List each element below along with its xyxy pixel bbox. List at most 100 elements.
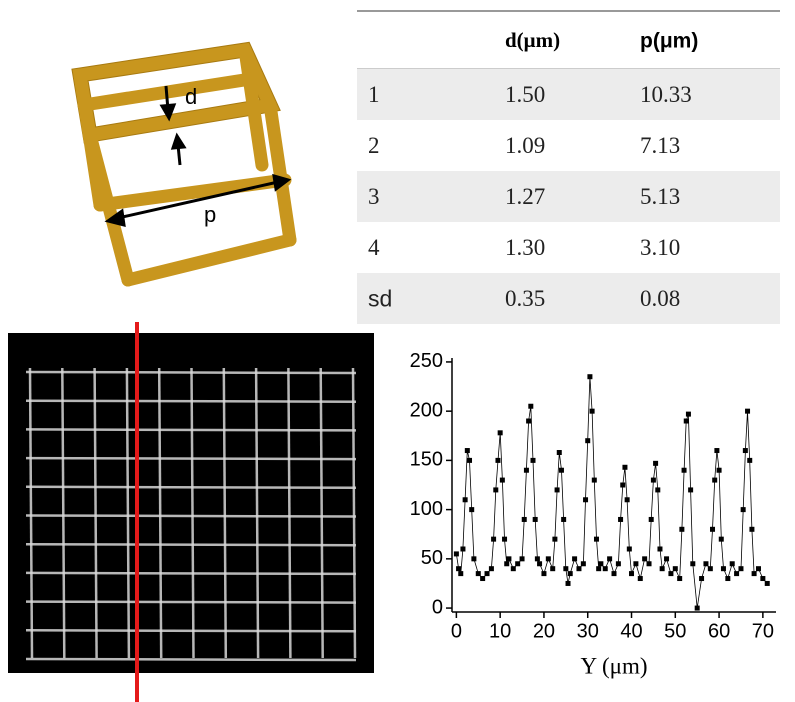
point <box>464 448 470 454</box>
point <box>602 566 608 572</box>
cell: 3 <box>368 184 380 209</box>
point <box>475 571 481 577</box>
cell: 0.35 <box>505 286 545 311</box>
point <box>534 556 540 562</box>
point <box>742 448 748 454</box>
point <box>528 403 534 409</box>
grid-fiber <box>222 367 228 659</box>
point <box>677 576 683 582</box>
point <box>718 536 724 542</box>
header-cell: d(μm) <box>505 28 560 52</box>
grid-fiber <box>61 367 66 659</box>
point <box>561 516 567 522</box>
p-label: p <box>204 202 216 227</box>
point <box>526 418 532 424</box>
point <box>458 571 464 577</box>
point <box>629 571 635 577</box>
point <box>710 526 716 532</box>
point <box>460 546 466 552</box>
point <box>745 408 751 414</box>
point <box>642 556 648 562</box>
point <box>620 482 626 488</box>
point <box>664 556 670 562</box>
point <box>703 561 709 567</box>
cell: 1.27 <box>505 184 545 209</box>
point <box>734 571 740 577</box>
point <box>462 497 468 503</box>
point <box>598 561 604 567</box>
cell: 1.50 <box>505 82 545 107</box>
point <box>499 477 505 483</box>
point <box>650 477 656 483</box>
row-band <box>357 171 780 222</box>
point <box>495 457 501 463</box>
point <box>523 467 529 473</box>
table: d(μm) p(μm) 1 1.50 10.33 2 1.09 7.13 3 1.27 5.13 4 1… <box>357 10 780 324</box>
point <box>567 571 573 577</box>
point <box>471 556 477 562</box>
point <box>554 487 560 493</box>
cell: 3.10 <box>640 235 680 260</box>
point <box>521 516 527 522</box>
point <box>587 374 593 380</box>
point <box>655 487 661 493</box>
point <box>738 566 744 572</box>
cell: 1.30 <box>505 235 545 260</box>
point <box>541 571 547 577</box>
x-tick-label: 0 <box>451 620 462 642</box>
point <box>624 497 630 503</box>
point <box>563 566 569 572</box>
point <box>467 457 473 463</box>
y-tick-label: 200 <box>410 399 443 421</box>
cell: 0.08 <box>640 286 680 311</box>
point <box>480 576 486 582</box>
point <box>699 576 705 582</box>
grid-fiber <box>319 367 324 659</box>
point <box>469 507 475 513</box>
point <box>760 576 766 582</box>
cell: 1 <box>368 82 380 107</box>
grid-fiber <box>125 367 131 659</box>
cell: 2 <box>368 133 380 158</box>
x-tick-label: 20 <box>533 620 555 642</box>
point <box>519 556 525 562</box>
point <box>493 487 499 493</box>
point <box>552 536 558 542</box>
header-cell: p(μm) <box>640 30 698 53</box>
point <box>532 516 538 522</box>
point <box>646 561 652 567</box>
grid-fiber <box>25 514 357 518</box>
point <box>497 430 503 436</box>
point <box>668 571 674 577</box>
point <box>565 580 571 586</box>
point <box>648 516 654 522</box>
point <box>679 526 685 532</box>
point <box>707 566 713 572</box>
x-tick-label: 70 <box>752 620 774 642</box>
point <box>607 556 613 562</box>
point <box>747 457 753 463</box>
point <box>558 467 564 473</box>
point <box>615 561 621 567</box>
point <box>585 438 591 444</box>
grid-fiber <box>28 367 34 659</box>
point <box>633 561 639 567</box>
point <box>510 566 516 572</box>
point <box>589 408 595 414</box>
point <box>591 477 597 483</box>
grid-fiber <box>25 657 357 662</box>
point <box>484 571 490 577</box>
point <box>488 566 494 572</box>
point <box>659 566 665 572</box>
point <box>716 467 722 473</box>
grid-fiber <box>254 367 260 659</box>
point <box>729 561 735 567</box>
point <box>611 571 617 577</box>
x-tick-label: 40 <box>620 620 642 642</box>
point <box>672 566 678 572</box>
point <box>618 516 624 522</box>
point <box>502 536 508 542</box>
d-label: d <box>185 84 197 109</box>
point <box>556 450 562 456</box>
